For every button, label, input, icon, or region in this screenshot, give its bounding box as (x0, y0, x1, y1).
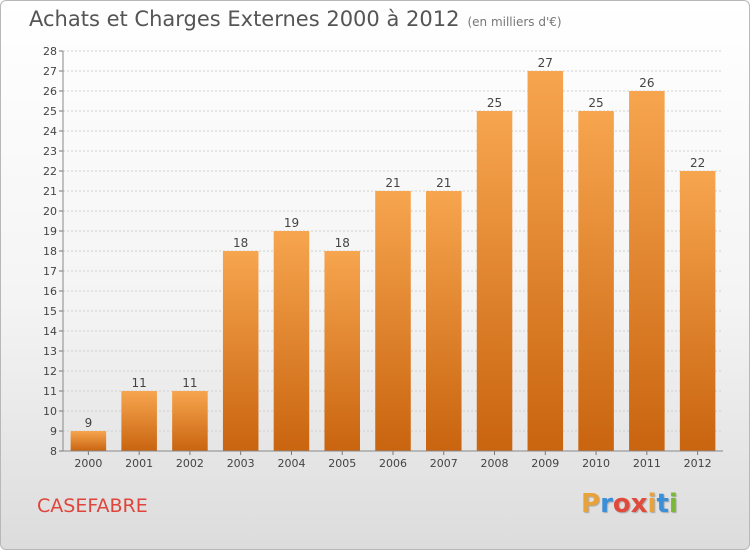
x-tick-label: 2008 (481, 457, 509, 470)
data-label-2006: 21 (385, 176, 400, 190)
bar-2010 (578, 111, 614, 451)
bar-2002 (172, 391, 208, 451)
x-tick-label: 2005 (328, 457, 356, 470)
y-tick-label: 8 (50, 445, 57, 458)
logo-letter: x (630, 489, 648, 519)
y-axis: 8 9 10 11 12 13 14 15 16 17 18 19 20 21 22 23 24 25 26 27 28 (43, 45, 64, 458)
x-tick-label: 2011 (633, 457, 661, 470)
y-tick-label: 26 (43, 85, 57, 98)
bar-2004 (273, 231, 310, 451)
y-tick-label: 23 (43, 145, 57, 158)
y-tick-label: 9 (50, 425, 57, 438)
data-labels: 9 11 11 18 19 18 21 21 25 27 25 26 22 (85, 56, 706, 430)
x-tick-label: 2002 (176, 457, 204, 470)
x-tick-label: 2007 (430, 457, 458, 470)
data-label-2007: 21 (436, 176, 451, 190)
y-tick-label: 22 (43, 165, 57, 178)
y-tick-label: 15 (43, 305, 57, 318)
y-tick-label: 11 (43, 385, 57, 398)
y-tick-label: 13 (43, 345, 57, 358)
bar-2011 (629, 91, 665, 451)
y-tick-label: 24 (43, 125, 57, 138)
bar-2007 (426, 191, 462, 451)
x-tick-label: 2003 (227, 457, 255, 470)
data-label-2012: 22 (690, 156, 705, 170)
commune-name: CASEFABRE (37, 495, 148, 517)
y-tick-label: 12 (43, 365, 57, 378)
x-tick-label: 2001 (125, 457, 153, 470)
logo-letter: t (656, 489, 669, 519)
bar-2003 (222, 251, 259, 451)
data-label-2004: 19 (284, 216, 299, 230)
y-tick-label: 27 (43, 65, 57, 78)
y-tick-label: 28 (43, 45, 57, 58)
y-tick-label: 19 (43, 225, 57, 238)
proxiti-logo: Proxiti (581, 489, 678, 519)
data-label-2009: 27 (538, 56, 553, 70)
bar-2005 (324, 251, 360, 451)
x-tick-label: 2010 (582, 457, 610, 470)
y-tick-label: 20 (43, 205, 57, 218)
data-label-2001: 11 (132, 376, 147, 390)
logo-letter: i (668, 489, 678, 519)
x-tick-label: 2000 (74, 457, 102, 470)
y-tick-label: 17 (43, 265, 57, 278)
bar-2009 (527, 71, 564, 451)
x-tick-label: 2006 (379, 457, 407, 470)
bars (70, 71, 716, 451)
bar-2006 (375, 191, 411, 451)
logo-letter: o (612, 489, 631, 519)
bar-2012 (679, 171, 716, 451)
y-tick-label: 18 (43, 245, 57, 258)
bar-2008 (476, 111, 513, 451)
data-label-2005: 18 (335, 236, 350, 250)
data-label-2002: 11 (182, 376, 197, 390)
y-tick-label: 21 (43, 185, 57, 198)
y-tick-label: 14 (43, 325, 57, 338)
bar-2000 (70, 431, 107, 451)
y-tick-label: 25 (43, 105, 57, 118)
y-tick-label: 10 (43, 405, 57, 418)
data-label-2011: 26 (639, 76, 654, 90)
logo-letter: r (600, 489, 613, 519)
x-axis: 2000 2001 2002 2003 2004 2005 2006 2007 2008 2009… (63, 450, 723, 470)
x-tick-label: 2012 (684, 457, 712, 470)
chart-title: Achats et Charges Externes 2000 à 2012 (e… (29, 7, 562, 31)
y-tick-label: 16 (43, 285, 57, 298)
x-tick-label: 2009 (531, 457, 559, 470)
data-label-2003: 18 (233, 236, 248, 250)
bar-2001 (121, 391, 157, 451)
x-tick-label: 2004 (277, 457, 305, 470)
data-label-2010: 25 (588, 96, 603, 110)
data-label-2008: 25 (487, 96, 502, 110)
logo-letter: P (581, 489, 601, 519)
chart-subtitle: (en milliers d'€) (467, 15, 562, 29)
logo-letter: i (647, 489, 657, 519)
title-text: Achats et Charges Externes 2000 à 2012 (29, 7, 460, 31)
data-label-2000: 9 (85, 416, 93, 430)
